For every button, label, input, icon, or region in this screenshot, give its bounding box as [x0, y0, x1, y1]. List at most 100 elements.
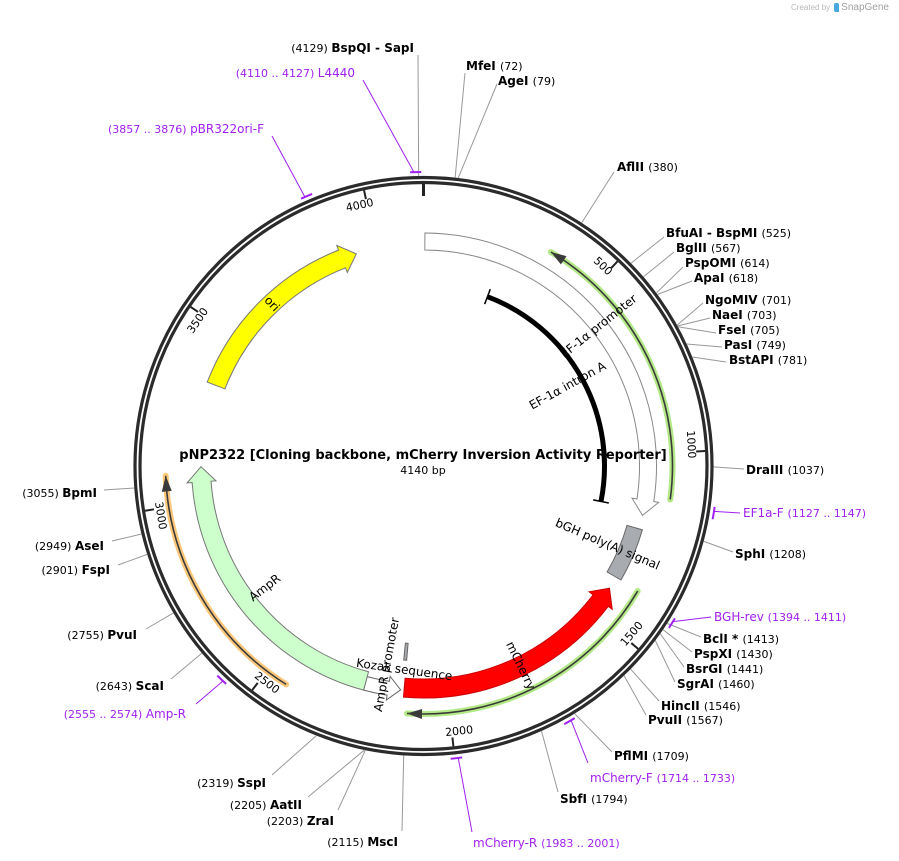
- primer-range: (4110 .. 4127): [236, 67, 318, 80]
- svg-text:SphI (1208): SphI (1208): [735, 547, 806, 561]
- tick-mark: [630, 642, 639, 650]
- primer-bgh-rev[interactable]: BGH-rev (1394 .. 1411): [668, 610, 846, 629]
- svg-text:NaeI (703): NaeI (703): [712, 308, 777, 322]
- site-bsrgi[interactable]: BsrGI (1441): [659, 633, 763, 676]
- backbone-ring: [133, 175, 714, 757]
- primer-pbr322ori-f[interactable]: (3857 .. 3876) pBR322ori-F: [108, 122, 313, 200]
- site-bcli-[interactable]: BclI * (1413): [666, 622, 779, 646]
- site-pasi[interactable]: PasI (749): [686, 338, 786, 352]
- primer-amp-r[interactable]: (2555 .. 2574) Amp-R: [64, 674, 227, 721]
- primer-ef1a-f[interactable]: EF1a-F (1127 .. 1147): [711, 506, 866, 520]
- site-sspi[interactable]: (2319) SspI: [197, 735, 317, 790]
- site-position: (3055): [22, 487, 62, 500]
- site-bfuai-bspmi[interactable]: BfuAI - BspMI (525): [630, 226, 791, 264]
- primer-sites: (4110 .. 4127) L4440 (3857 .. 3876) pBR32…: [64, 66, 866, 850]
- site-position: (2115): [327, 836, 367, 849]
- orf-arrowhead-icon: [406, 708, 423, 719]
- svg-text:(2115) MscI: (2115) MscI: [327, 835, 398, 849]
- site-position: (525): [761, 227, 791, 240]
- site-apai[interactable]: ApaI (618): [657, 271, 758, 295]
- site-pvui[interactable]: (2755) PvuI: [67, 612, 174, 642]
- feature-mcherry[interactable]: mCherry: [402, 587, 613, 699]
- site-aflii[interactable]: AflII (380): [581, 160, 678, 224]
- svg-text:(4110 .. 4127) L4440: (4110 .. 4127) L4440: [236, 66, 355, 80]
- feature-bgh-poly-a-signal[interactable]: bGH poly(A) signal: [553, 516, 662, 581]
- site-bglii[interactable]: BglII (567): [643, 241, 741, 278]
- site-position: (2949): [35, 540, 75, 553]
- feature-ori[interactable]: ori: [206, 244, 358, 390]
- site-msci[interactable]: (2115) MscI: [327, 755, 405, 849]
- svg-text:SgrAI (1460): SgrAI (1460): [677, 677, 755, 691]
- site-name: SphI: [735, 547, 769, 561]
- site-bspqi-sapi[interactable]: (4129) BspQI - SapI: [291, 41, 420, 177]
- site-sgrai[interactable]: SgrAI (1460): [654, 640, 755, 691]
- tick-mark: [363, 190, 367, 200]
- site-pspomi[interactable]: PspOMI (614): [655, 256, 770, 294]
- tick-label: 3000: [152, 501, 169, 531]
- site-naei[interactable]: NaeI (703): [677, 308, 777, 327]
- site-name: DraIII: [746, 463, 788, 477]
- site-bpmi[interactable]: (3055) BpmI: [22, 486, 135, 500]
- site-position: (1430): [736, 648, 773, 661]
- site-pspxi[interactable]: PspXI (1430): [662, 629, 773, 661]
- site-name: PasI: [724, 338, 756, 352]
- svg-text:mCherry-R (1983 .. 2001): mCherry-R (1983 .. 2001): [473, 836, 620, 850]
- site-position: (4129): [291, 42, 331, 55]
- site-name: ApaI: [694, 271, 729, 285]
- site-mfei[interactable]: MfeI (72): [454, 59, 523, 178]
- site-name: PvuII: [648, 713, 686, 727]
- feature-label: bGH poly(A) signal: [553, 516, 662, 573]
- primer-name: pBR322ori-F: [190, 122, 264, 136]
- primer-name: BGH-rev: [714, 610, 768, 624]
- site-name: ScaI: [136, 679, 164, 693]
- site-fsei[interactable]: FseI (705): [677, 323, 780, 337]
- site-ngomiv[interactable]: NgoMIV (701): [676, 293, 791, 326]
- site-hincii[interactable]: HincII (1546): [630, 668, 741, 713]
- site-name: BstAPI: [729, 353, 778, 367]
- primer-mcherry-f[interactable]: mCherry-F (1714 .. 1733): [563, 717, 735, 785]
- svg-text:PflMI (1709): PflMI (1709): [614, 749, 689, 763]
- site-draiii[interactable]: DraIII (1037): [713, 463, 824, 477]
- svg-text:BfuAI - BspMI (525): BfuAI - BspMI (525): [666, 226, 791, 240]
- svg-text:(2203) ZraI: (2203) ZraI: [267, 814, 334, 828]
- svg-text:(2901) FspI: (2901) FspI: [42, 563, 110, 577]
- site-name: PflMI: [614, 749, 652, 763]
- site-name: AatII: [270, 798, 302, 812]
- site-name: FseI: [718, 323, 750, 337]
- site-position: (2901): [42, 564, 82, 577]
- tick-label: 500: [591, 254, 615, 278]
- plasmid-length: 4140 bp: [400, 464, 445, 477]
- site-position: (72): [500, 60, 523, 73]
- tick-label: 4000: [345, 196, 375, 215]
- site-pflmi[interactable]: PflMI (1709): [574, 713, 689, 763]
- primer-range: (1394 .. 1411): [768, 611, 847, 624]
- site-name: BglII: [676, 241, 711, 255]
- primer-l4440[interactable]: (4110 .. 4127) L4440: [236, 66, 422, 174]
- site-name: BclI *: [703, 632, 742, 646]
- primer-name: EF1a-F: [743, 506, 788, 520]
- svg-text:NgoMIV (701): NgoMIV (701): [705, 293, 791, 307]
- site-sbfi[interactable]: SbfI (1794): [540, 730, 628, 806]
- site-name: AseI: [75, 539, 104, 553]
- svg-text:BGH-rev (1394 .. 1411): BGH-rev (1394 .. 1411): [714, 610, 846, 624]
- site-name: MfeI: [466, 59, 500, 73]
- site-fspi[interactable]: (2901) FspI: [42, 553, 148, 577]
- site-sphi[interactable]: SphI (1208): [703, 540, 806, 561]
- tick-mark: [251, 682, 259, 691]
- primer-name: mCherry-R: [473, 836, 541, 850]
- site-position: (567): [711, 242, 741, 255]
- feature-ef-1-promoter[interactable]: EF-1α promoter: [424, 232, 660, 517]
- site-name: BpmI: [62, 486, 97, 500]
- primer-mcherry-r[interactable]: mCherry-R (1983 .. 2001): [450, 756, 620, 850]
- site-name: HincII: [661, 699, 704, 713]
- site-aatii[interactable]: (2205) AatII: [230, 749, 365, 812]
- feature-label: AmpR: [246, 571, 283, 604]
- site-position: (79): [533, 75, 556, 88]
- tick-label: 1000: [684, 430, 698, 459]
- site-bstapi[interactable]: BstAPI (781): [692, 353, 807, 367]
- site-zrai[interactable]: (2203) ZraI: [267, 749, 366, 828]
- site-agei[interactable]: AgeI (79): [457, 74, 556, 179]
- site-asei[interactable]: (2949) AseI: [35, 533, 142, 553]
- site-pvuii[interactable]: PvuII (1567): [623, 675, 723, 727]
- site-scai[interactable]: (2643) ScaI: [96, 652, 203, 693]
